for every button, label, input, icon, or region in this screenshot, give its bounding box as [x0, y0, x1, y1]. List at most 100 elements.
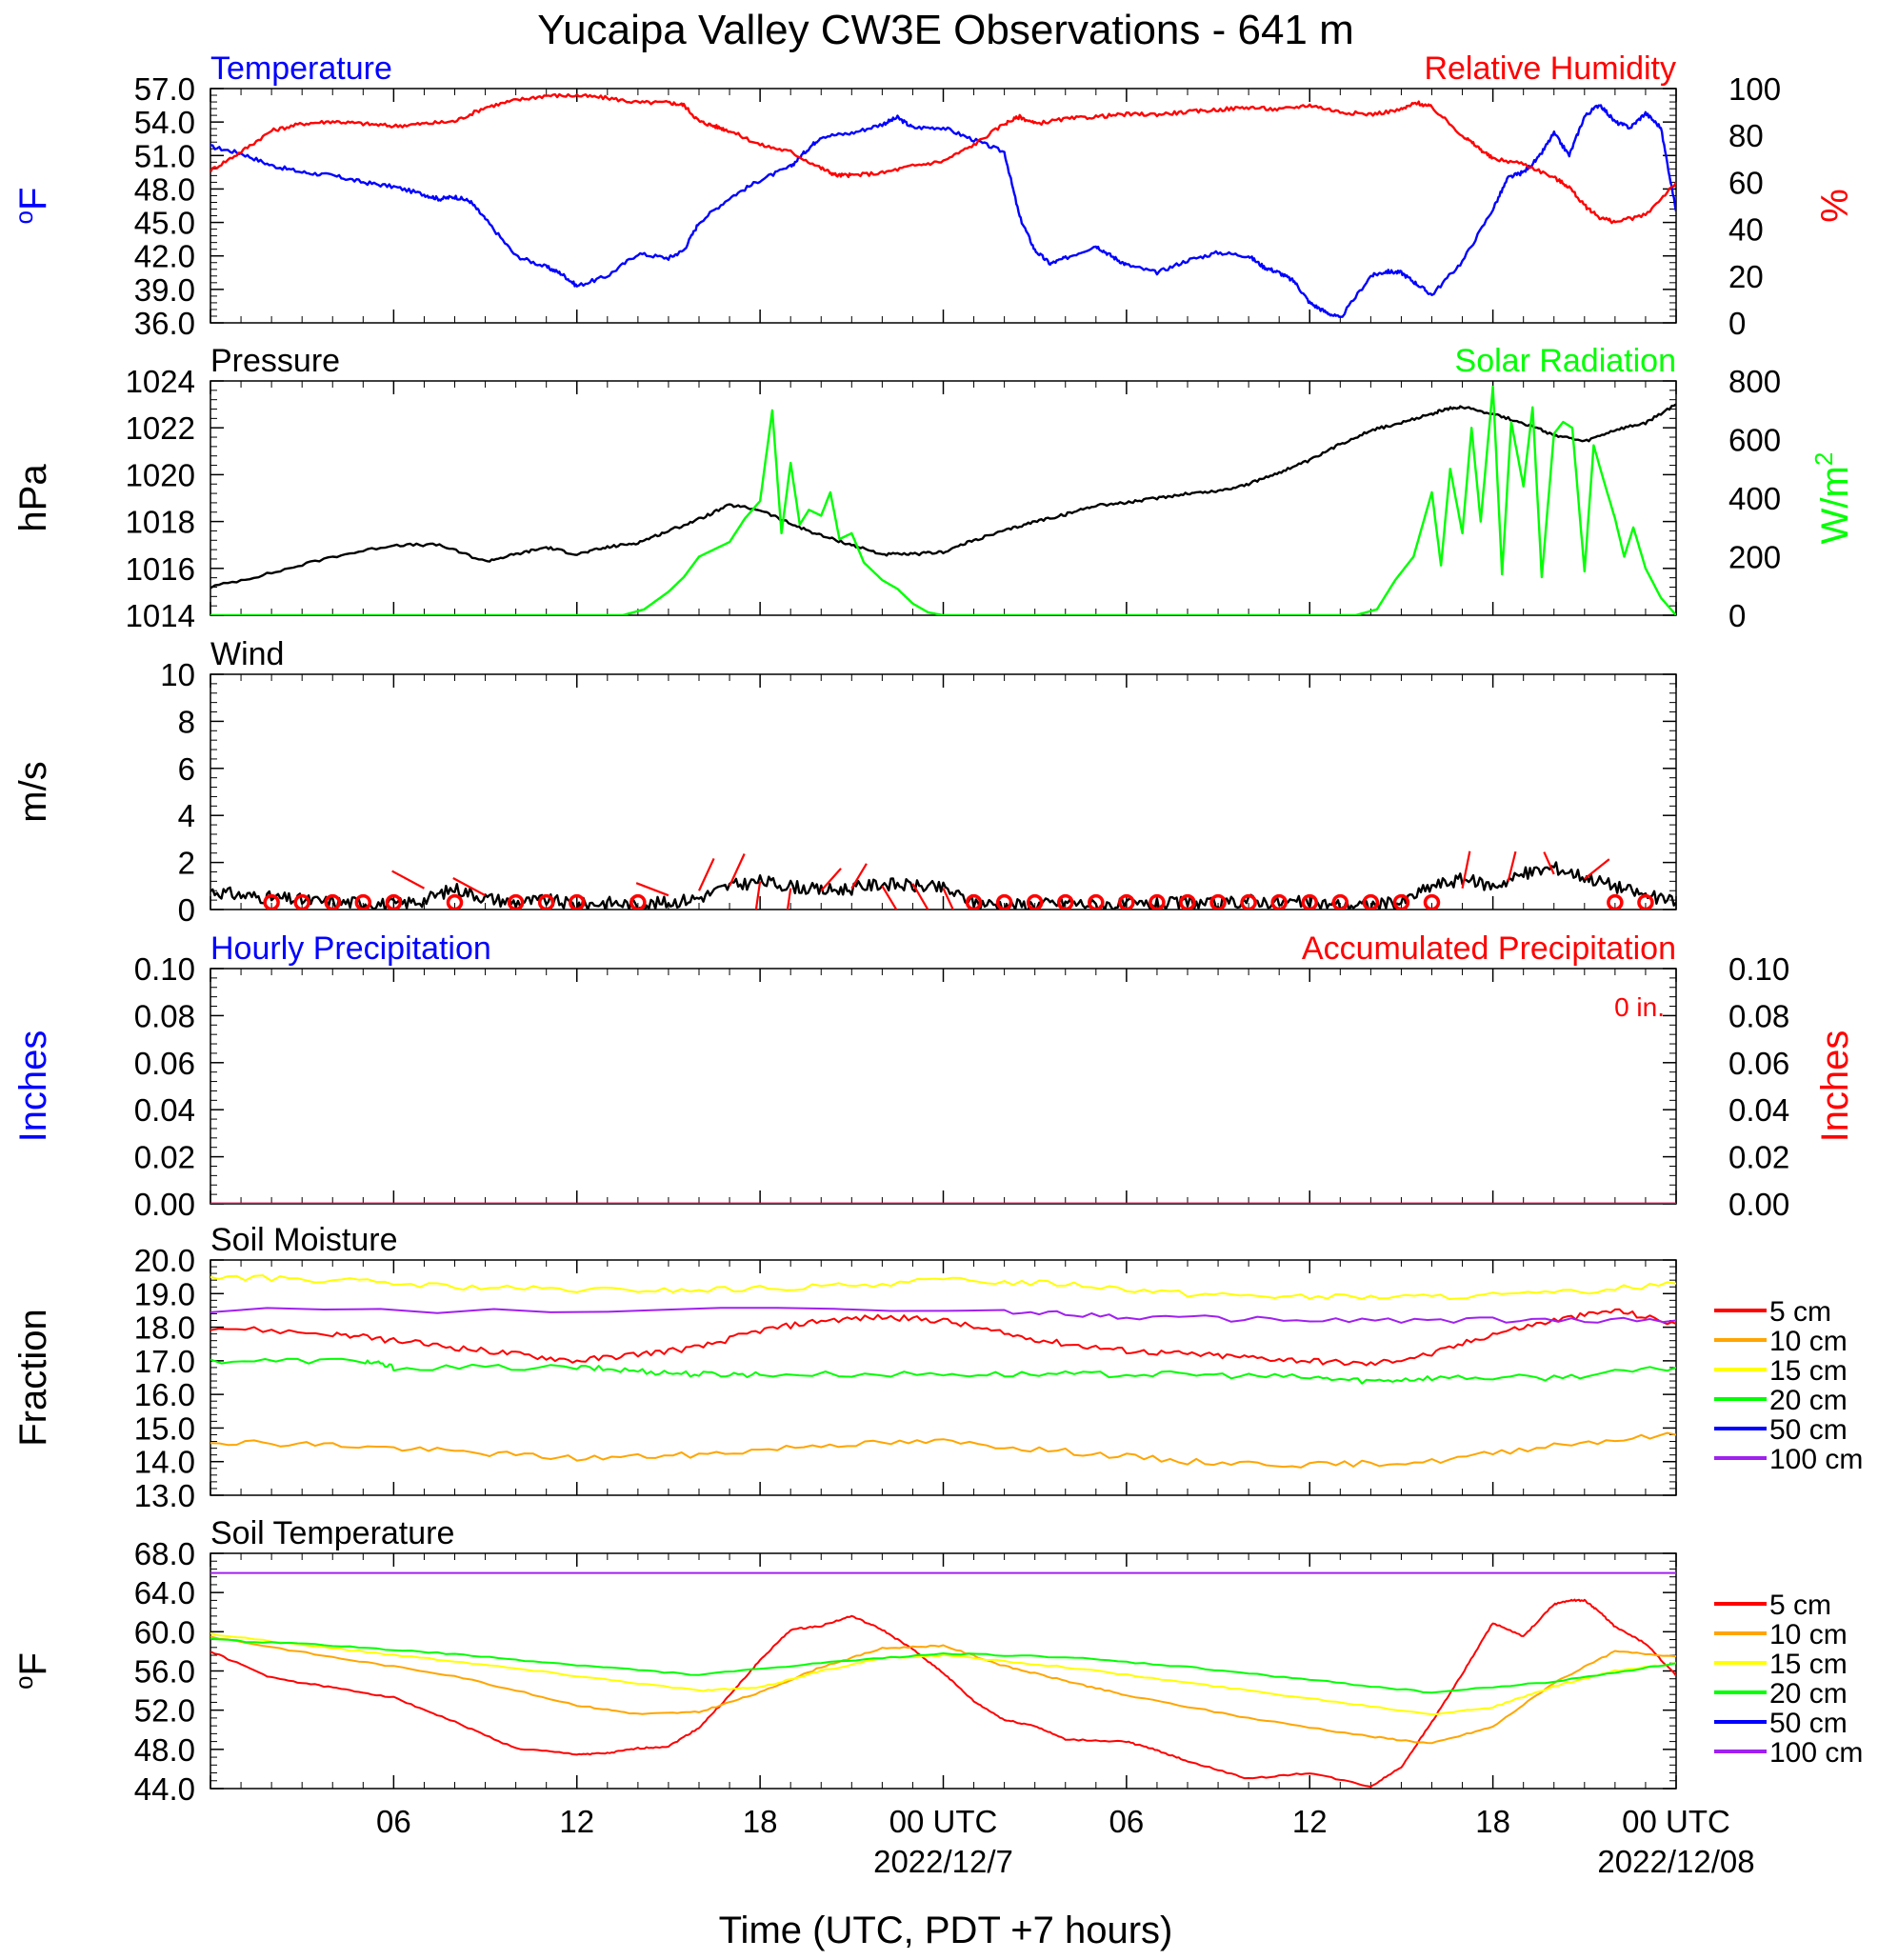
y-tick-label: 4: [178, 798, 195, 833]
y-tick-label: 68.0: [134, 1536, 195, 1571]
y-right-tick-label: 0.04: [1728, 1092, 1789, 1128]
y-tick-label: 1016: [126, 551, 195, 587]
y-tick-label: 44.0: [134, 1771, 195, 1807]
panel-right-title: Relative Humidity: [1424, 50, 1676, 87]
y-right-tick-label: 0.00: [1728, 1187, 1789, 1222]
wind-barb: [820, 868, 842, 891]
y-tick-label: 0: [178, 892, 195, 928]
panel-left-title: Pressure: [210, 343, 340, 379]
y-tick-label: 64.0: [134, 1575, 195, 1610]
series-line-5-cm: [210, 1308, 1676, 1367]
y-tick-label: 0.10: [134, 951, 195, 987]
wind-barb: [452, 877, 487, 897]
wind-barb: [698, 857, 715, 891]
y-axis-label-right: %: [1814, 189, 1856, 223]
x-axis-label: Time (UTC, PDT +7 hours): [719, 1910, 1173, 1951]
y-tick-label: 20.0: [134, 1243, 195, 1278]
panel-frame: [210, 968, 1677, 1205]
x-date-label: 2022/12/7: [873, 1844, 1013, 1879]
calm-wind-marker: [569, 893, 586, 910]
panels: 57.054.051.048.045.042.039.036.010080604…: [10, 50, 1863, 1807]
wind-barb: [786, 888, 792, 910]
y-axis-label-right-text: W/m2: [1809, 452, 1856, 545]
x-tick-label: 18: [1475, 1804, 1510, 1839]
calm-wind-marker: [995, 893, 1013, 910]
calm-wind-marker: [1179, 893, 1196, 910]
y-tick-label: 56.0: [134, 1654, 195, 1690]
x-tick-label: 12: [1292, 1804, 1328, 1839]
y-right-tick-label: 200: [1728, 540, 1781, 575]
series-line-temperature: [210, 104, 1676, 318]
y-tick-label: 48.0: [134, 171, 195, 207]
wind-barb: [1461, 850, 1471, 889]
wind-barb: [635, 882, 669, 897]
legend-label: 20 cm: [1769, 1385, 1848, 1416]
calm-wind-marker: [1057, 893, 1074, 910]
x-tick-label: 00 UTC: [889, 1804, 998, 1839]
y-tick-label: 1014: [126, 598, 195, 633]
calm-wind-marker: [1392, 893, 1410, 910]
x-tick-label: 12: [559, 1804, 594, 1839]
series-line-20-cm: [210, 1357, 1676, 1385]
chart-title: Yucaipa Valley CW3E Observations - 641 m: [537, 7, 1354, 53]
x-tick-label: 18: [743, 1804, 778, 1839]
wind-barb: [1584, 858, 1610, 880]
y-right-tick-label: 60: [1728, 165, 1764, 200]
y-axis-label-text: oF: [10, 188, 54, 225]
x-tick-label: 06: [1109, 1804, 1145, 1839]
series-line-10-cm: [210, 1431, 1676, 1469]
wind-barb: [391, 870, 425, 890]
y-tick-label: 0.08: [134, 998, 195, 1033]
series-line-10-cm: [210, 1635, 1676, 1745]
y-tick-label: 60.0: [134, 1614, 195, 1650]
y-tick-label: 1022: [126, 410, 195, 446]
y-tick-label: 19.0: [134, 1276, 195, 1311]
series-line-wind-speed: [210, 861, 1676, 910]
plot-area: [210, 1274, 1676, 1469]
accumulation-annotation: 0 in.: [1614, 992, 1665, 1022]
legend-label: 5 cm: [1769, 1590, 1831, 1621]
legend-label: 100 cm: [1769, 1737, 1863, 1769]
wind-barb: [754, 881, 762, 910]
wind-barb: [911, 883, 929, 910]
legend-label: 100 cm: [1769, 1444, 1863, 1475]
calm-wind-marker: [324, 893, 341, 910]
y-right-tick-label: 0: [1728, 598, 1746, 633]
legend-label: 15 cm: [1769, 1355, 1848, 1387]
wind-barb: [729, 853, 746, 887]
panel-right-title: Accumulated Precipitation: [1302, 930, 1676, 967]
y-tick-label: 52.0: [134, 1693, 195, 1729]
calm-wind-marker: [629, 893, 647, 910]
legend-label: 50 cm: [1769, 1414, 1848, 1446]
plot-area: [210, 1571, 1676, 1788]
panel-left-title: Soil Temperature: [210, 1515, 454, 1551]
y-axis-label: oF: [10, 1652, 54, 1690]
y-axis-label-text: oF: [10, 1652, 54, 1690]
y-right-tick-label: 0.02: [1728, 1140, 1789, 1175]
y-axis-label-right-text: Inches: [1814, 1030, 1856, 1143]
y-axis-label-right-text: %: [1814, 189, 1856, 223]
y-tick-label: 14.0: [134, 1445, 195, 1480]
y-axis-label-text: Fraction: [12, 1309, 54, 1447]
y-tick-label: 8: [178, 704, 195, 739]
y-tick-label: 16.0: [134, 1377, 195, 1412]
y-tick-label: 15.0: [134, 1410, 195, 1446]
calm-wind-marker: [1301, 893, 1318, 910]
y-right-tick-label: 0.08: [1728, 998, 1789, 1033]
panel-right-title: Solar Radiation: [1455, 343, 1676, 379]
panel-left-title: Hourly Precipitation: [210, 930, 491, 967]
wind-barb: [1543, 851, 1555, 875]
y-right-tick-label: 400: [1728, 481, 1781, 516]
y-right-tick-label: 80: [1728, 118, 1764, 153]
calm-wind-marker: [1362, 893, 1380, 910]
panel-left-title: Temperature: [210, 50, 392, 87]
calm-wind-marker: [354, 893, 372, 910]
x-tick-label: 06: [376, 1804, 411, 1839]
y-right-tick-label: 100: [1728, 71, 1781, 107]
calm-wind-marker: [1149, 893, 1166, 910]
y-tick-label: 1018: [126, 505, 195, 540]
legend-label: 15 cm: [1769, 1649, 1848, 1680]
y-right-tick-label: 600: [1728, 423, 1781, 458]
